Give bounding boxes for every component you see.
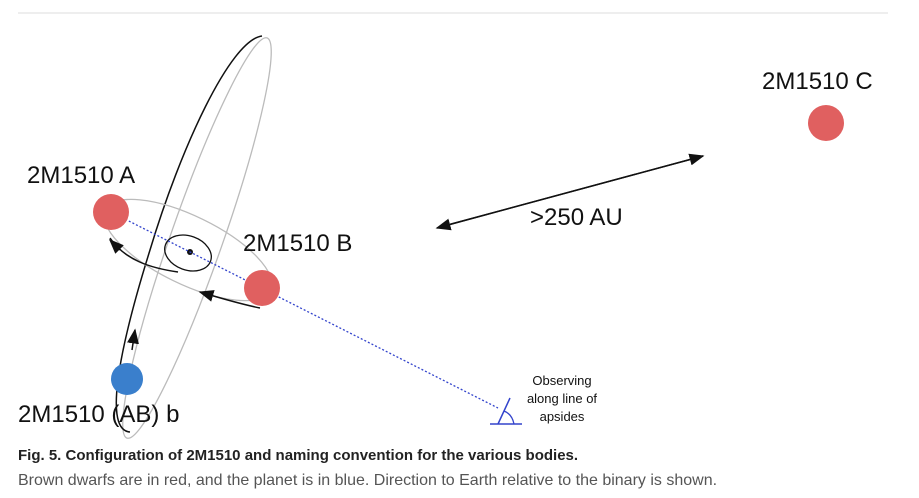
label-b: 2M1510 B (243, 230, 352, 257)
label-observer: along line of (527, 391, 597, 406)
label-distance: >250 AU (530, 204, 623, 231)
distance-arrow (435, 155, 704, 231)
planet-orbit-front (115, 35, 263, 433)
planet-orbit (122, 37, 272, 439)
label-observer: Observing (532, 373, 591, 388)
caption-title: Fig. 5. Configuration of 2M1510 and nami… (18, 447, 578, 464)
observer-icon (490, 397, 522, 425)
fig-title: Configuration of 2M1510 and naming conve… (65, 447, 579, 464)
planet (111, 363, 143, 395)
inner-orbit (164, 234, 212, 272)
orbit-b (198, 290, 261, 309)
diagram: 2M1510 C 2M1510 A 2M1510 B 2M1510 (AB) b… (18, 12, 888, 439)
orbit-arrow (108, 238, 124, 254)
label-a: 2M1510 A (27, 162, 135, 189)
line-of-apsides (110, 211, 499, 409)
label-planet: 2M1510 (AB) b (18, 401, 179, 428)
fig-number: Fig. 5. (18, 447, 62, 464)
label-c: 2M1510 C (762, 68, 873, 95)
body-b (244, 270, 280, 306)
orbit-arrow (127, 328, 139, 351)
caption-text: Brown dwarfs are in red, and the planet … (18, 472, 718, 489)
body-a (93, 194, 129, 230)
label-observer: apsides (540, 409, 585, 424)
body-c (808, 105, 844, 141)
observer-icon (503, 410, 515, 425)
